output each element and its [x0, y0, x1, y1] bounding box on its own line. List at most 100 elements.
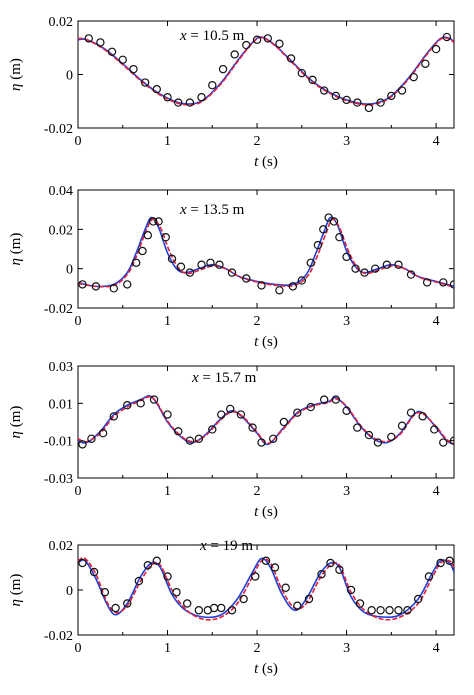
y-axis-label: η (m) — [8, 233, 24, 266]
data-point — [111, 603, 120, 613]
x-axis-var: t — [254, 504, 259, 520]
data-point — [308, 75, 317, 85]
data-point — [123, 599, 132, 608]
data-point — [183, 599, 192, 608]
data-point — [413, 594, 423, 604]
data-point — [96, 38, 105, 47]
data-point — [306, 402, 315, 412]
data-point — [297, 276, 307, 285]
data-point — [355, 599, 365, 608]
series-line-blue — [78, 557, 454, 619]
data-point — [261, 556, 271, 565]
data-point — [87, 434, 96, 443]
x-tick-label: 1 — [164, 484, 171, 499]
data-point — [367, 606, 376, 615]
data-point — [227, 606, 237, 615]
data-point — [397, 86, 407, 95]
data-point — [225, 404, 235, 414]
data-point — [239, 594, 248, 604]
data-point — [197, 93, 206, 102]
data-point — [217, 410, 226, 419]
x-tick-label: 2 — [254, 134, 261, 149]
data-point — [342, 95, 351, 105]
data-point — [257, 438, 266, 447]
data-point — [118, 55, 127, 64]
annotation-text: = 10.5 m — [187, 28, 245, 44]
data-point — [360, 268, 369, 277]
x-tick-label: 4 — [433, 484, 440, 499]
data-point — [293, 408, 302, 417]
y-tick-label: 0.02 — [49, 15, 74, 30]
data-point — [268, 434, 278, 443]
annotation-var: x — [179, 28, 187, 44]
series-line-red — [78, 395, 454, 445]
data-point — [324, 213, 333, 222]
data-point — [397, 421, 407, 430]
x-axis-var: t — [254, 334, 259, 350]
plot-area — [78, 394, 454, 449]
data-point — [406, 408, 416, 417]
data-point — [329, 217, 339, 226]
data-point — [98, 429, 108, 438]
x-axis-label: t (s) — [254, 154, 278, 170]
data-point — [236, 410, 246, 419]
data-point — [197, 260, 206, 269]
data-point — [138, 246, 147, 256]
data-point — [185, 268, 195, 277]
data-point — [424, 572, 434, 581]
data-point — [270, 563, 280, 572]
data-point — [275, 286, 284, 295]
y-tick-label: 0 — [66, 263, 73, 278]
data-point — [387, 432, 396, 442]
data-point — [445, 556, 454, 565]
data-point — [342, 406, 351, 415]
y-tick-label: 0.01 — [49, 397, 74, 412]
data-point — [431, 44, 441, 54]
data-point — [242, 40, 251, 50]
location-annotation: x = 13.5 m — [179, 202, 245, 218]
data-point — [364, 103, 374, 113]
y-axis-unit: (m) — [8, 406, 24, 431]
x-axis-label: t (s) — [254, 661, 278, 677]
data-point — [185, 436, 195, 445]
y-axis-label: η (m) — [8, 406, 24, 439]
data-point — [91, 282, 101, 291]
data-point — [439, 278, 448, 287]
data-point — [149, 395, 159, 404]
data-point — [131, 258, 141, 267]
x-axis-label: t (s) — [254, 334, 278, 350]
y-tick-label: -0.02 — [44, 302, 73, 317]
data-point — [257, 281, 266, 290]
data-point — [172, 588, 181, 597]
data-point — [449, 280, 454, 289]
x-tick-label: 2 — [254, 314, 261, 329]
y-tick-label: -0.02 — [44, 122, 73, 137]
data-point — [123, 401, 132, 410]
data-point — [364, 430, 374, 440]
series-line-red — [78, 557, 454, 621]
location-annotation: x = 19 m — [199, 538, 253, 554]
data-point — [319, 86, 329, 95]
data-point — [154, 217, 163, 226]
data-point — [163, 572, 172, 581]
y-tick-label: -0.01 — [44, 435, 73, 450]
series-line-blue — [78, 216, 454, 288]
data-point — [209, 603, 219, 613]
data-point — [263, 34, 272, 43]
data-point — [376, 98, 385, 107]
data-point — [306, 258, 315, 267]
data-point — [286, 54, 296, 63]
y-tick-label: 0.02 — [49, 223, 74, 238]
x-axis-unit: (s) — [258, 154, 278, 170]
data-point — [319, 225, 328, 234]
data-point — [335, 232, 344, 242]
data-point — [134, 576, 144, 586]
data-point — [436, 558, 445, 568]
data-point — [317, 570, 326, 579]
data-point — [161, 232, 170, 242]
data-point — [143, 561, 153, 570]
x-tick-label: 0 — [75, 484, 82, 499]
location-annotation: x = 10.5 m — [179, 28, 245, 44]
